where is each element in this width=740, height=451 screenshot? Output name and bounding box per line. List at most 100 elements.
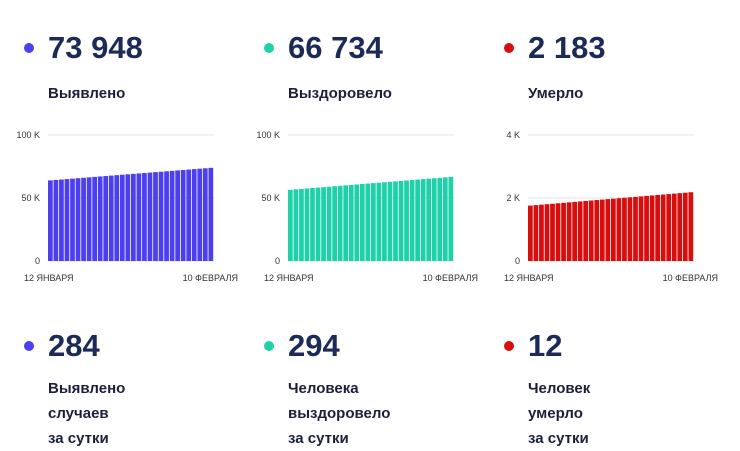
bar	[97, 176, 103, 261]
chart-detected: 0 50 K 100 K 12 ЯНВАРЯ 10 ФЕВРАЛЯ	[16, 130, 238, 283]
died-total-value: 2 183	[528, 30, 606, 65]
bar	[354, 184, 360, 261]
x-start-label: 12 ЯНВАРЯ	[24, 273, 74, 283]
bar	[577, 201, 583, 261]
bar	[666, 194, 672, 261]
bar	[343, 185, 349, 261]
x-end-label: 10 ФЕВРАЛЯ	[183, 273, 238, 283]
y-tick-label: 0	[275, 256, 280, 266]
bar	[611, 198, 616, 261]
bar	[448, 176, 454, 261]
bar	[64, 179, 70, 261]
died-total-label: Умерло	[528, 85, 584, 102]
bar	[48, 180, 53, 261]
bar	[92, 176, 97, 261]
y-tick-label: 50 K	[21, 193, 40, 203]
bar	[660, 194, 666, 261]
bar	[86, 177, 92, 261]
bar	[583, 200, 589, 261]
bar	[108, 175, 114, 261]
bar	[442, 177, 448, 261]
bar	[655, 194, 660, 261]
died-dot-icon	[504, 43, 514, 53]
bar	[426, 178, 432, 261]
y-tick-label: 2 K	[506, 193, 520, 203]
y-tick-label: 4 K	[506, 130, 520, 140]
bar	[119, 174, 125, 261]
bar	[594, 200, 600, 261]
bar	[186, 169, 192, 261]
recovered-total-label: Выздоровело	[288, 85, 392, 102]
bar	[153, 172, 158, 261]
detected-dot-icon	[24, 43, 34, 53]
bar	[175, 170, 180, 261]
bar	[164, 171, 169, 261]
bar	[404, 180, 409, 261]
x-end-label: 10 ФЕВРАЛЯ	[423, 273, 478, 283]
bar	[202, 168, 208, 261]
daily-recovered-dot-icon	[264, 341, 274, 351]
bar	[125, 174, 131, 261]
bar	[191, 169, 197, 261]
bar	[293, 189, 299, 261]
x-start-label: 12 ЯНВАРЯ	[264, 273, 314, 283]
bar	[53, 179, 59, 261]
bar	[550, 203, 555, 261]
bar	[544, 204, 550, 261]
bar	[555, 203, 561, 261]
bar	[332, 186, 337, 261]
bar	[365, 183, 371, 261]
bar	[81, 177, 86, 261]
daily-detected-dot-icon	[24, 341, 34, 351]
bar	[415, 179, 420, 261]
bar	[136, 173, 142, 261]
bar	[158, 171, 164, 261]
bar	[633, 196, 638, 261]
bar	[588, 200, 594, 261]
bar	[169, 170, 175, 261]
bar	[677, 193, 683, 261]
bar	[299, 188, 304, 261]
daily-died-value: 12	[528, 328, 563, 363]
chart-recovered: 0 50 K 100 K 12 ЯНВАРЯ 10 ФЕВРАЛЯ	[256, 130, 478, 283]
bar	[437, 177, 443, 261]
bar	[644, 195, 649, 261]
y-tick-label: 0	[515, 256, 520, 266]
bar	[114, 175, 120, 261]
bar	[616, 198, 622, 261]
detected-total-value: 73 948	[48, 30, 143, 65]
bar	[208, 167, 214, 261]
bar	[315, 187, 321, 261]
bar	[70, 178, 75, 261]
daily-died-dot-icon	[504, 341, 514, 351]
chart-died: 0 2 K 4 K 12 ЯНВАРЯ 10 ФЕВРАЛЯ	[504, 130, 718, 283]
bar	[599, 199, 605, 261]
bar	[387, 181, 393, 261]
y-tick-label: 100 K	[16, 130, 40, 140]
bar	[180, 169, 186, 261]
bar	[59, 179, 64, 261]
bar	[533, 205, 539, 261]
detected-total-label: Выявлено	[48, 85, 126, 102]
bar	[688, 192, 694, 261]
bar	[337, 185, 343, 261]
bar	[75, 178, 81, 261]
bar	[376, 182, 382, 261]
bar	[359, 184, 365, 261]
daily-recovered-label: Человека выздоровело за сутки	[288, 380, 391, 447]
bar	[561, 202, 566, 261]
bar	[572, 201, 577, 261]
daily-detected-value: 284	[48, 328, 100, 363]
bar	[304, 188, 310, 261]
bar	[131, 173, 136, 261]
y-tick-label: 0	[35, 256, 40, 266]
bar	[682, 192, 688, 261]
daily-detected-label: Выявлено случаев за сутки	[48, 380, 126, 447]
bar	[288, 189, 293, 261]
recovered-dot-icon	[264, 43, 274, 53]
bar	[326, 186, 332, 261]
bar	[393, 181, 398, 261]
bar	[649, 195, 655, 261]
bar	[197, 168, 203, 261]
bar	[605, 199, 611, 261]
